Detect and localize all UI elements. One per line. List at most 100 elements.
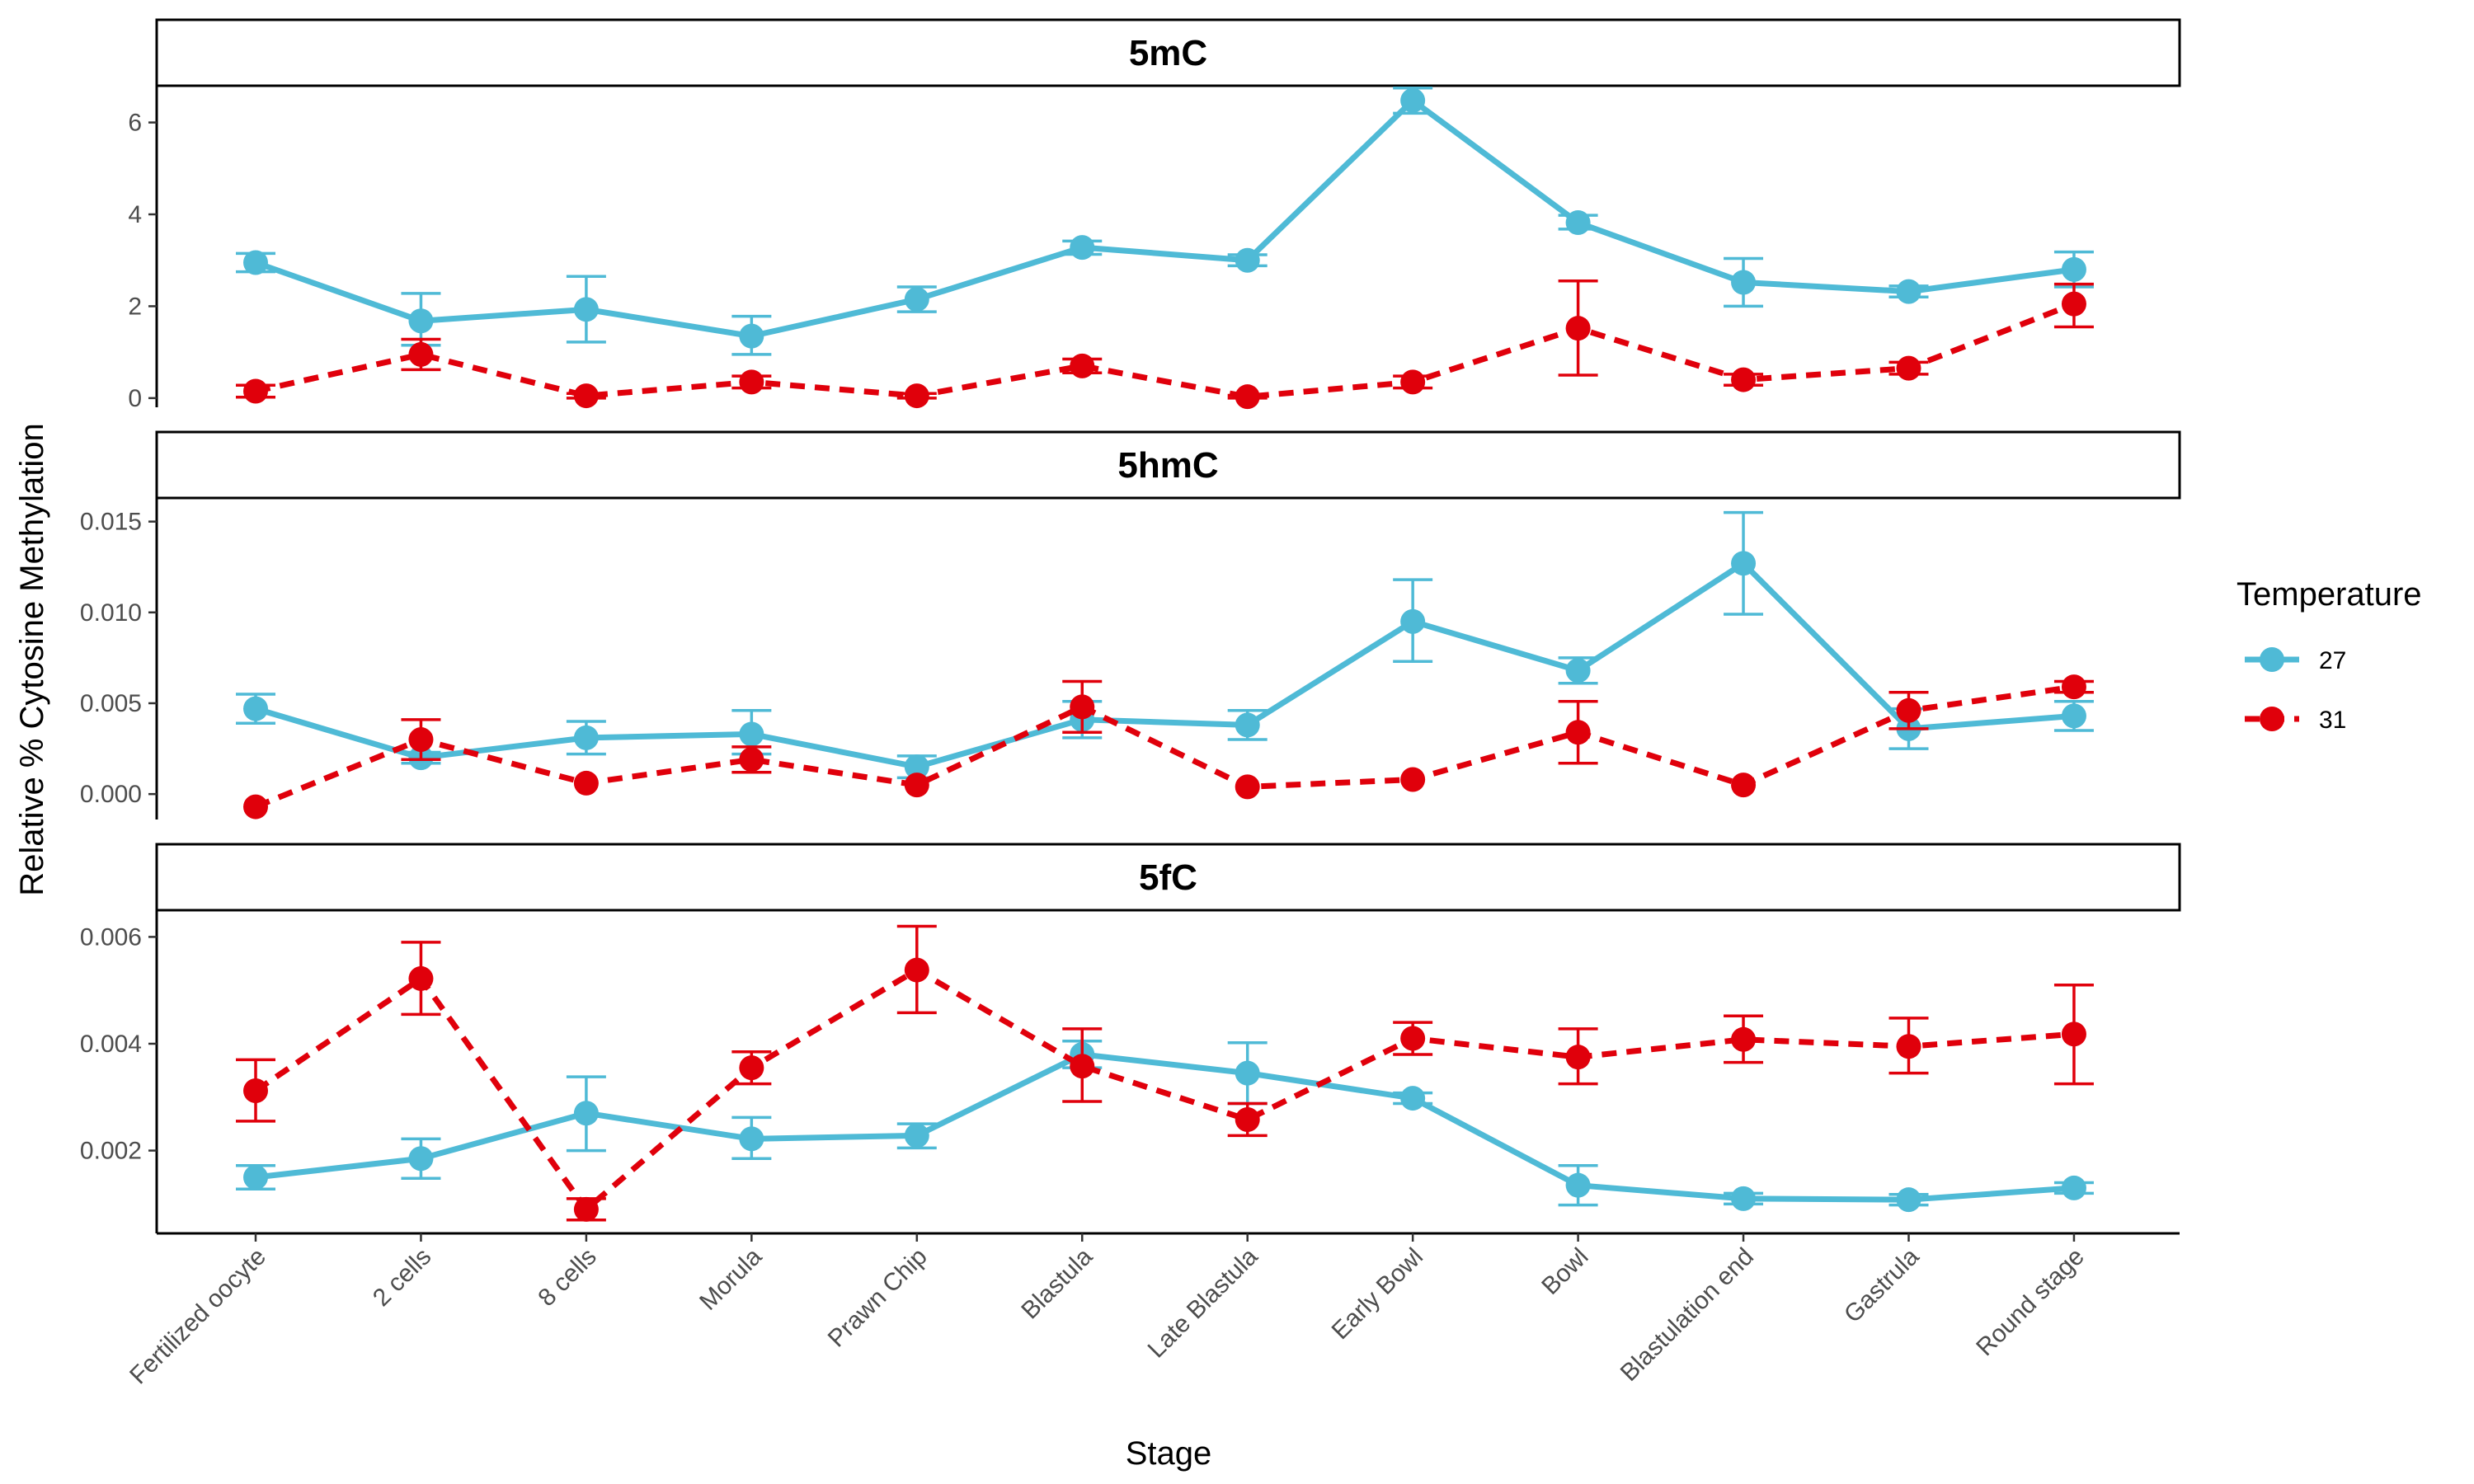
y-tick-label: 0.000 — [80, 781, 142, 808]
series-line — [255, 1051, 2075, 1203]
series-27 — [236, 87, 2094, 356]
y-tick-label: 6 — [128, 110, 142, 137]
panels-layer: 5mC 0 2 4 6 5hmC 0.000 0.005 0.010 0.015 5fC 0.002 0… — [80, 18, 2181, 1233]
data-point — [2061, 674, 2086, 700]
data-point — [1896, 355, 1921, 381]
legend-key-point — [2260, 707, 2284, 731]
series-line — [254, 683, 2075, 810]
data-point — [243, 250, 268, 275]
strip-title: 5fC — [1139, 857, 1197, 898]
data-point — [1070, 353, 1095, 378]
data-point — [2061, 256, 2086, 282]
legend: Temperature 27 31 — [2236, 576, 2422, 734]
x-tick-label: Round stage — [1971, 1243, 2090, 1362]
y-tick-label: 4 — [128, 201, 142, 228]
data-point — [1731, 1026, 1757, 1052]
y-tick-label: 0.004 — [80, 1031, 142, 1058]
series-27 — [236, 510, 2094, 780]
data-point — [1565, 720, 1591, 745]
data-point — [408, 1146, 434, 1172]
x-tick-label: Gastrula — [1839, 1242, 1925, 1328]
data-point — [1400, 1086, 1426, 1111]
data-point — [1731, 367, 1757, 392]
data-point — [1896, 697, 1921, 723]
data-point — [904, 773, 929, 798]
data-point — [739, 1055, 764, 1081]
data-point — [1565, 316, 1591, 341]
data-point — [243, 378, 268, 404]
data-point — [739, 323, 764, 349]
data-point — [1235, 384, 1260, 410]
data-point — [1235, 774, 1260, 800]
strip-box — [155, 430, 2181, 500]
data-point — [1565, 658, 1591, 683]
data-point — [1070, 235, 1095, 261]
data-point — [1235, 247, 1260, 273]
panel-5mC: 5mC 0 2 4 6 — [128, 18, 2181, 412]
y-tick-label: 0.010 — [80, 599, 142, 627]
y-tick-label: 0.005 — [80, 690, 142, 717]
data-point — [1896, 1187, 1921, 1213]
data-point — [1400, 369, 1426, 395]
legend-label: 27 — [2319, 647, 2346, 674]
data-point — [2061, 291, 2086, 317]
data-point — [573, 1196, 599, 1222]
x-tick-label: 8 cells — [533, 1243, 601, 1312]
series-line — [255, 560, 2075, 770]
data-point — [1731, 270, 1757, 295]
series-31 — [236, 924, 2094, 1222]
data-point — [408, 965, 434, 991]
data-point — [1565, 1172, 1591, 1198]
data-point — [904, 1123, 929, 1148]
data-point — [2061, 703, 2086, 729]
data-point — [1896, 279, 1921, 304]
x-tick-label: Blastulation end — [1616, 1243, 1759, 1387]
legend-key-point — [2260, 647, 2284, 672]
series-line — [254, 967, 2075, 1213]
series-27 — [236, 1039, 2094, 1213]
panel-5fC: 5fC 0.002 0.004 0.006 — [80, 843, 2181, 1233]
data-point — [1731, 773, 1757, 798]
series-line — [254, 97, 2075, 340]
data-point — [739, 1126, 764, 1152]
legend-title: Temperature — [2236, 576, 2422, 613]
data-point — [573, 383, 599, 409]
y-tick-label: 0.015 — [80, 509, 142, 536]
data-point — [408, 341, 434, 367]
data-point — [573, 725, 599, 750]
data-point — [1731, 551, 1757, 576]
data-point — [573, 297, 599, 322]
panel-5hmC: 5hmC 0.000 0.005 0.010 0.015 — [80, 430, 2181, 819]
x-tick-label: 2 cells — [368, 1243, 436, 1312]
data-point — [739, 721, 764, 747]
legend-entry-27: 27 — [2245, 647, 2346, 674]
data-point — [1400, 1026, 1426, 1051]
data-point — [904, 383, 929, 409]
y-tick-label: 0 — [128, 385, 142, 412]
y-tick-label: 2 — [128, 293, 142, 320]
x-axis: Fertilized oocyte 2 cells 8 cells Morula Pra… — [125, 1232, 2180, 1389]
data-point — [904, 957, 929, 983]
data-point — [739, 747, 764, 773]
strip-box — [155, 843, 2181, 912]
data-point — [1070, 1054, 1095, 1079]
strip-box — [155, 18, 2181, 87]
data-point — [904, 287, 929, 312]
y-tick-label: 0.002 — [80, 1138, 142, 1165]
data-point — [1565, 1045, 1591, 1070]
legend-entry-31: 31 — [2245, 707, 2346, 734]
data-point — [1731, 1186, 1757, 1211]
x-tick-label: Late Blastula — [1143, 1242, 1263, 1363]
data-point — [1235, 1060, 1260, 1086]
data-point — [408, 308, 434, 334]
series-line — [255, 301, 2076, 400]
data-point — [243, 794, 268, 819]
strip-title: 5mC — [1129, 33, 1207, 73]
series-31 — [243, 674, 2094, 819]
data-point — [573, 770, 599, 796]
data-point — [739, 369, 764, 395]
data-point — [904, 754, 929, 780]
data-point — [1896, 1034, 1921, 1059]
data-point — [1400, 767, 1426, 792]
